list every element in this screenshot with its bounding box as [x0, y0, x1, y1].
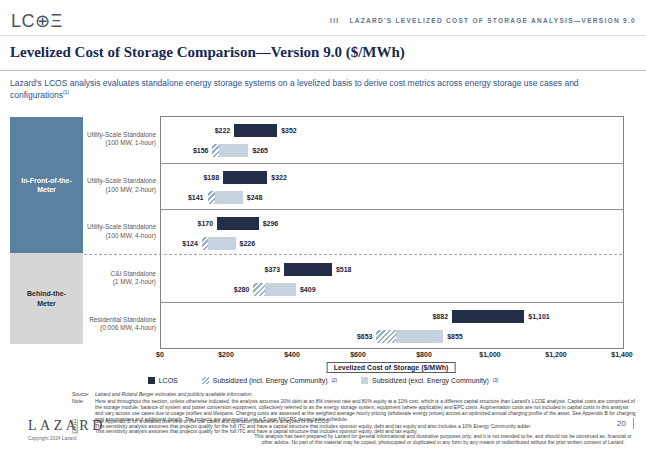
bar-value-label: $265: [252, 144, 268, 157]
bar-value-label: $248: [247, 191, 263, 204]
legend-label: Subsidized (excl. Energy Community): [372, 377, 489, 384]
page-subtitle: Lazard's LCOS analysis evaluates standal…: [10, 78, 638, 102]
lcos-range-bar: [234, 124, 277, 137]
bar-value-label: $352: [281, 124, 297, 137]
chart-row: $882 $1,101 $653 $855: [161, 302, 623, 348]
disclaimer-text: This analysis has been prepared by Lazar…: [248, 433, 638, 446]
bar-value-label: $222: [215, 124, 231, 137]
lcos-range-bar: [217, 217, 259, 230]
subsidized-range-bar: [208, 191, 243, 204]
row-label: Utility-Scale Standalone(100 MW, 2-hour): [84, 177, 156, 194]
lcos-chart-plot: $222 $352 $156 $265 $188 $322 $141 $248 $170 $296…: [160, 116, 624, 349]
row-label: Residential Standalone(0.006 MW, 4-hour): [84, 316, 156, 333]
bar-value-label: $322: [271, 171, 287, 184]
section-number: III: [330, 17, 339, 24]
meter-group-dashed-divider: [84, 254, 622, 255]
source-line: Source: Lazard and Roland Berger estimat…: [72, 391, 638, 397]
x-axis-tick-label: $0: [156, 351, 164, 358]
energy-community-hatch-segment: [202, 237, 208, 250]
legend-swatch-solid-light: [361, 377, 368, 384]
energy-community-hatch-segment: [212, 144, 219, 157]
bar-value-label: $409: [300, 283, 316, 296]
source-label: Source:: [72, 391, 95, 397]
subsidized-range-bar: [376, 330, 443, 343]
bar-value-label: $124: [182, 237, 198, 250]
bar-value-label: $518: [336, 263, 352, 276]
title-divider: [0, 70, 646, 71]
copyright-text: Copyright 2024 Lazard: [28, 436, 77, 441]
group-block-behind-the-meter: Behind-the-Meter: [10, 253, 83, 344]
slide-page: LC⊕Ξ III LAZARD'S LEVELIZED COST OF STORA…: [0, 0, 646, 450]
energy-community-hatch-segment: [376, 330, 396, 343]
bar-value-label: $280: [234, 283, 250, 296]
chart-row: $170 $296 $124 $226: [161, 209, 623, 255]
x-axis-tick-label: $800: [416, 351, 432, 358]
bar-value-label: $653: [357, 330, 373, 343]
subsidized-range-bar: [202, 237, 236, 250]
bar-value-label: $188: [203, 171, 219, 184]
bar-value-label: $226: [240, 237, 256, 250]
energy-community-hatch-segment: [253, 283, 264, 296]
bar-value-label: $156: [193, 144, 209, 157]
bar-value-label: $882: [432, 310, 448, 323]
chart-row: $222 $352 $156 $265: [161, 117, 623, 163]
x-axis-tick-label: $200: [218, 351, 234, 358]
x-axis-tick-label: $1,200: [545, 351, 566, 358]
legend-swatch-solid-dark: [148, 377, 155, 384]
lcos-range-bar: [223, 171, 267, 184]
legend-swatch-hatched: [202, 377, 209, 384]
legend-label: Subsidized (incl. Energy Community): [213, 377, 328, 384]
x-axis-label: Levelized Cost of Storage ($/MWh): [327, 362, 456, 373]
legend-item: LCOS: [148, 377, 178, 384]
subsidized-range-bar: [212, 144, 248, 157]
subtitle-footnote-marker: (1): [63, 89, 69, 95]
bar-value-label: $141: [188, 191, 204, 204]
lcos-range-bar: [452, 310, 524, 323]
group-block-in-front-of-the-meter: In-Front-of-the-Meter: [10, 117, 83, 253]
bar-value-label: $296: [263, 217, 279, 230]
legend-item: Subsidized (excl. Energy Community) (3): [361, 377, 498, 384]
lazard-logo: LAZARD: [28, 418, 106, 434]
lcos-range-bar: [284, 263, 332, 276]
row-label: Utility-Scale Standalone(100 MW, 1-hour): [84, 131, 156, 148]
subsidized-range-bar: [253, 283, 296, 296]
row-label: C&I Standalone(1 MW, 2-hour): [84, 270, 156, 287]
legend-footnote-marker: (2): [332, 378, 338, 383]
header-divider: [0, 35, 646, 36]
page-title: Levelized Cost of Storage Comparison—Ver…: [10, 44, 640, 61]
x-axis-tick-label: $600: [350, 351, 366, 358]
energy-community-hatch-segment: [208, 191, 216, 204]
x-axis-tick-label: $1,000: [479, 351, 500, 358]
legend-label: LCOS: [159, 377, 178, 384]
source-text: Lazard and Roland Berger estimates and p…: [95, 391, 253, 397]
chart-legend: LCOS Subsidized (incl. Energy Community) (…: [0, 377, 646, 384]
bar-value-label: $1,101: [528, 310, 549, 323]
legend-item: Subsidized (incl. Energy Community) (2): [202, 377, 337, 384]
row-label: Utility-Scale Standalone(100 MW, 4-hour): [84, 223, 156, 240]
bar-value-label: $855: [447, 330, 463, 343]
lcoe-logo: LC⊕Ξ: [11, 10, 63, 32]
bar-value-label: $373: [265, 263, 281, 276]
bar-value-label: $170: [198, 217, 214, 230]
x-axis-tick-label: $1,400: [611, 351, 632, 358]
page-number: 20: [617, 418, 634, 429]
report-header: III LAZARD'S LEVELIZED COST OF STORAGE AN…: [330, 17, 636, 24]
x-axis-tick-label: $400: [284, 351, 300, 358]
chart-row: $373 $518 $280 $409: [161, 256, 623, 302]
legend-footnote-marker: (3): [493, 378, 499, 383]
report-title: LAZARD'S LEVELIZED COST OF STORAGE ANALY…: [349, 17, 636, 24]
chart-row: $188 $322 $141 $248: [161, 163, 623, 209]
